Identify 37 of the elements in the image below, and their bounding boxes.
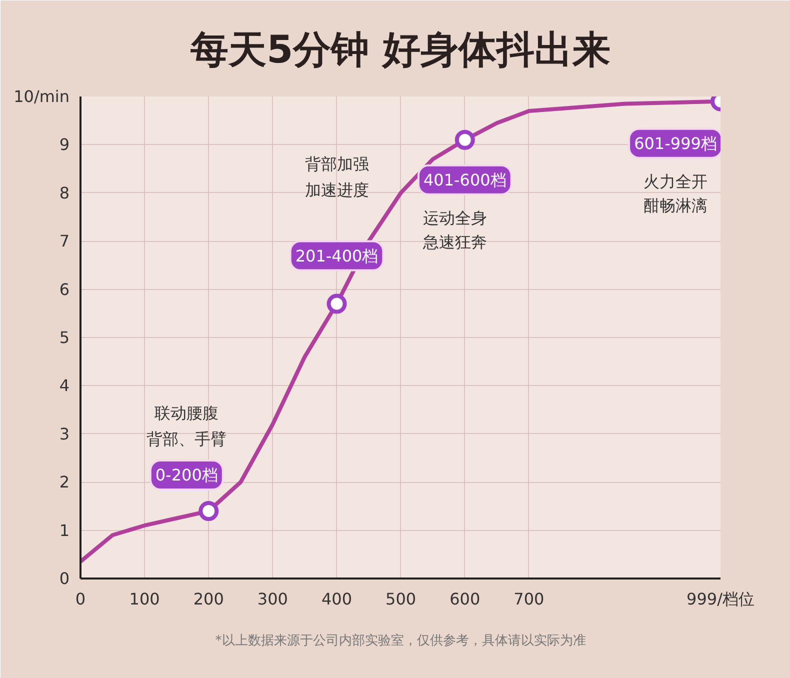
text: *以上数据来源于公司内部实验室，仅供参考，具体请以实际为准	[215, 632, 586, 648]
point	[454, 130, 475, 150]
chart-title: 每天5分钟 好身体抖出来	[190, 28, 610, 72]
y-tick-label: 5	[59, 328, 70, 347]
annotation: 加速进度	[304, 180, 369, 200]
annotation: 运动全身	[422, 208, 487, 228]
x-tick-label: 600	[450, 590, 480, 608]
annotation: 401-600档	[423, 170, 506, 190]
y-tick-label: 3	[59, 424, 70, 444]
annotation: 601-999档	[634, 134, 717, 153]
x-tick-label: 500	[386, 590, 416, 608]
x-tick-label: 999/档位	[686, 590, 754, 608]
x-tick-label: 700	[514, 590, 544, 608]
x-tick-label: 400	[321, 590, 352, 608]
annotation: 0-200档	[155, 466, 218, 485]
x-tick-label: 200	[193, 590, 224, 608]
y-tick-label: 8	[59, 183, 70, 202]
annotation: 火力全开	[644, 172, 708, 191]
y-tick-label: 6	[59, 280, 70, 299]
x-tick-label: 300	[257, 590, 288, 608]
point	[198, 501, 219, 522]
y-tick-label: 0	[59, 569, 70, 588]
annotation: 联动腰腹	[154, 404, 219, 423]
y-tick-label: 9	[59, 135, 70, 154]
annotation: 背部、手臂	[146, 430, 227, 449]
y-tick-label: 4	[59, 376, 70, 396]
x-tick-label: 100	[129, 590, 160, 608]
annotation: 酣畅淋漓	[644, 196, 708, 215]
y-tick-label: 7	[59, 232, 70, 251]
y-tick-label: 2	[59, 472, 70, 492]
annotation: 背部加强	[304, 154, 369, 174]
y-tick-label: 1	[59, 520, 70, 540]
annotation: 急速狂奔	[422, 232, 487, 252]
y-tick-label: 10/min	[14, 87, 70, 106]
x-tick-label: 0	[75, 590, 86, 608]
point	[326, 294, 347, 314]
annotation: 201-400档	[295, 246, 378, 266]
